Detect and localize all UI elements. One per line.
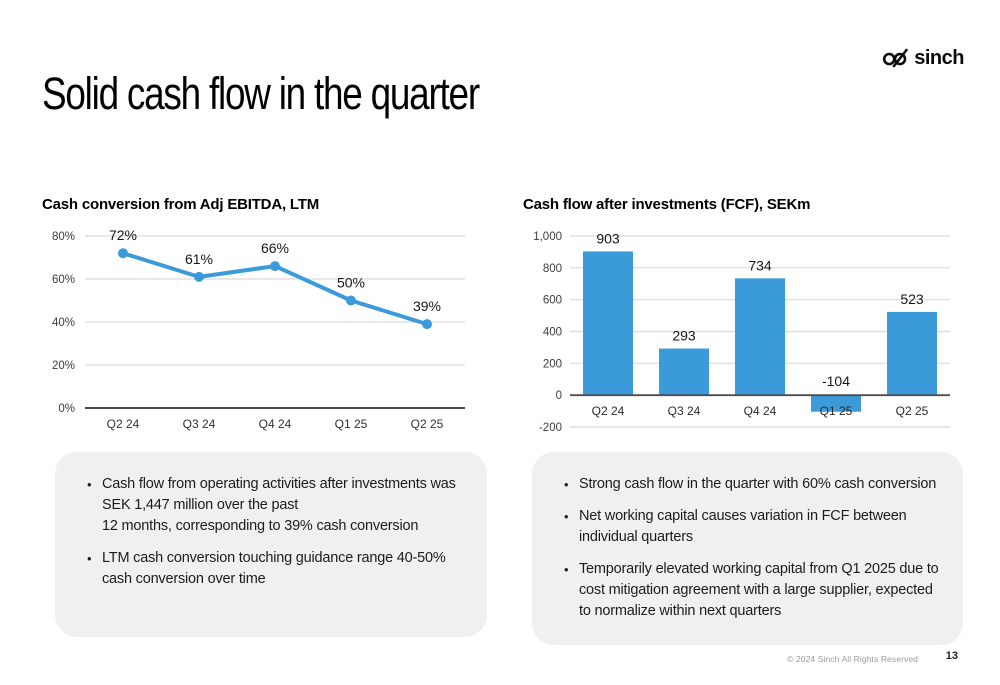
page-title: Solid cash flow in the quarter	[42, 68, 480, 120]
bullet-item: Temporarily elevated working capital fro…	[562, 559, 945, 622]
bar	[735, 278, 785, 396]
svg-text:60%: 60%	[52, 274, 75, 286]
bar	[659, 348, 709, 396]
line-chart: 80% 60% 40% 20% 0% 72% Q2 24 61% Q3 24 66% Q4 24 50…	[52, 227, 465, 431]
svg-text:-104: -104	[822, 373, 850, 389]
svg-text:Q2 25: Q2 25	[411, 417, 444, 431]
svg-text:903: 903	[596, 230, 620, 246]
svg-text:Q2 24: Q2 24	[592, 404, 625, 418]
svg-text:734: 734	[748, 257, 772, 273]
left-bullet-panel: Cash flow from operating activities afte…	[55, 452, 487, 637]
page-number: 13	[945, 650, 958, 662]
svg-text:293: 293	[672, 328, 696, 344]
bar	[887, 311, 937, 396]
svg-text:Q2 24: Q2 24	[107, 417, 140, 431]
bullet-item: LTM cash conversion touching guidance ra…	[85, 548, 469, 590]
line-chart-title: Cash conversion from Adj EBITDA, LTM	[42, 196, 319, 213]
bullet-item: Net working capital causes variation in …	[562, 506, 945, 548]
svg-text:Q3 24: Q3 24	[183, 417, 216, 431]
svg-text:66%: 66%	[261, 240, 289, 256]
svg-text:523: 523	[900, 291, 924, 307]
svg-text:20%: 20%	[52, 360, 75, 372]
svg-text:50%: 50%	[337, 275, 365, 291]
sinch-logo-mark-icon	[883, 48, 909, 68]
copyright-text: © 2024 Sinch All Rights Reserved	[787, 654, 918, 664]
svg-text:61%: 61%	[185, 251, 213, 267]
svg-text:1,000: 1,000	[533, 231, 562, 243]
sinch-logo-text: sinch	[914, 46, 964, 69]
bullet-item: Cash flow from operating activities afte…	[85, 474, 469, 537]
svg-text:0%: 0%	[58, 403, 75, 415]
svg-text:72%: 72%	[109, 227, 137, 243]
bullet-list: Cash flow from operating activities afte…	[85, 474, 469, 590]
svg-text:200: 200	[543, 358, 562, 370]
bullet-item: Strong cash flow in the quarter with 60%…	[562, 474, 945, 495]
svg-text:-200: -200	[539, 422, 562, 434]
svg-text:Q2 25: Q2 25	[896, 404, 929, 418]
svg-text:0: 0	[556, 390, 562, 402]
svg-text:Q3 24: Q3 24	[668, 404, 701, 418]
bar	[811, 395, 861, 412]
sinch-logo: sinch	[882, 46, 964, 69]
svg-text:80%: 80%	[52, 231, 75, 243]
bullet-list: Strong cash flow in the quarter with 60%…	[562, 474, 945, 622]
svg-text:800: 800	[543, 263, 562, 275]
svg-text:40%: 40%	[52, 317, 75, 329]
bar	[583, 251, 633, 396]
svg-text:400: 400	[543, 327, 562, 339]
svg-text:39%: 39%	[413, 298, 441, 314]
svg-text:Q1 25: Q1 25	[820, 404, 853, 418]
bar-chart-title: Cash flow after investments (FCF), SEKm	[523, 196, 811, 213]
bar-chart: 1,000 800 600 400 200 0 -200 903 Q2 24 293 Q3 24 73…	[533, 230, 950, 434]
svg-text:600: 600	[543, 295, 562, 307]
right-bullet-panel: Strong cash flow in the quarter with 60%…	[532, 452, 963, 645]
svg-text:Q4 24: Q4 24	[744, 404, 777, 418]
svg-text:Q4 24: Q4 24	[259, 417, 292, 431]
svg-text:Q1 25: Q1 25	[335, 417, 368, 431]
